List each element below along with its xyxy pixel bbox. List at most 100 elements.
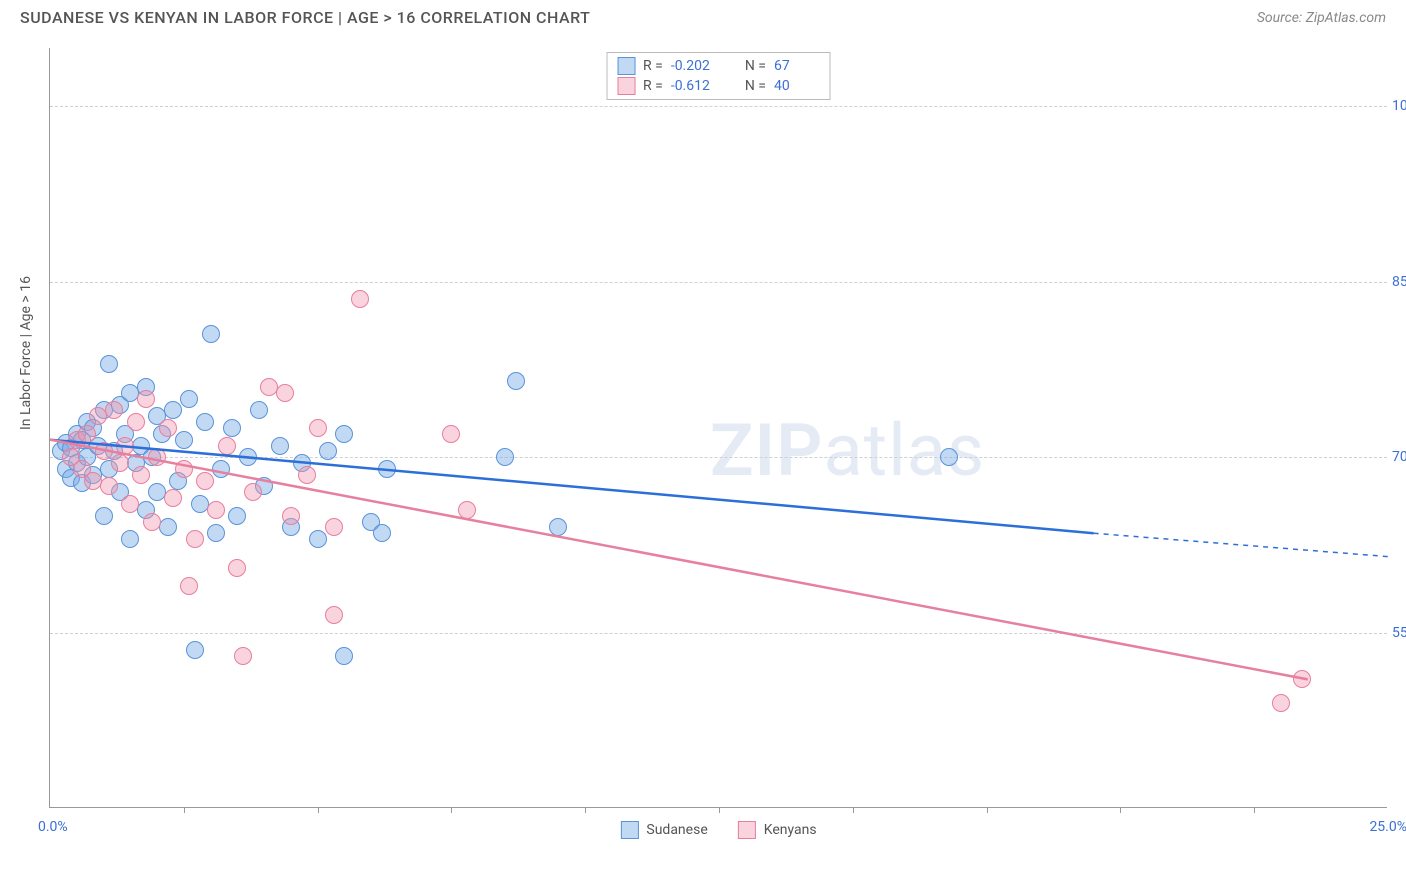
data-point bbox=[121, 530, 139, 548]
data-point bbox=[1272, 694, 1290, 712]
stat-n-value: 67 bbox=[774, 58, 820, 74]
data-point bbox=[442, 425, 460, 443]
gridline bbox=[50, 106, 1387, 107]
data-point bbox=[319, 442, 337, 460]
data-point bbox=[159, 518, 177, 536]
legend-item: Kenyans bbox=[738, 821, 817, 839]
data-point bbox=[234, 647, 252, 665]
data-point bbox=[180, 390, 198, 408]
data-point bbox=[202, 325, 220, 343]
y-tick-label: 100.0% bbox=[1392, 98, 1406, 114]
correlation-stats-box: R =-0.202N =67R =-0.612N =40 bbox=[606, 52, 831, 100]
data-point bbox=[196, 472, 214, 490]
data-point bbox=[271, 437, 289, 455]
data-point bbox=[207, 524, 225, 542]
data-point bbox=[116, 437, 134, 455]
data-point bbox=[507, 372, 525, 390]
stat-r-label: R = bbox=[643, 58, 663, 74]
y-tick-label: 70.0% bbox=[1392, 449, 1406, 465]
chart-plot-area: ZIPatlas R =-0.202N =67R =-0.612N =40 Su… bbox=[49, 48, 1387, 808]
data-point bbox=[496, 448, 514, 466]
stat-r-label: R = bbox=[643, 78, 663, 94]
data-point bbox=[164, 489, 182, 507]
data-point bbox=[309, 419, 327, 437]
x-tick bbox=[853, 807, 854, 813]
gridline bbox=[50, 633, 1387, 634]
data-point bbox=[228, 559, 246, 577]
legend-label: Sudanese bbox=[646, 822, 707, 838]
data-point bbox=[378, 460, 396, 478]
data-point bbox=[239, 448, 257, 466]
x-tick bbox=[585, 807, 586, 813]
data-point bbox=[111, 454, 129, 472]
y-tick-label: 55.0% bbox=[1392, 625, 1406, 641]
x-tick bbox=[451, 807, 452, 813]
x-tick bbox=[1120, 807, 1121, 813]
data-point bbox=[148, 448, 166, 466]
series-swatch bbox=[617, 77, 635, 95]
data-point bbox=[309, 530, 327, 548]
stat-n-label: N = bbox=[745, 58, 766, 74]
data-point bbox=[458, 501, 476, 519]
y-axis-label: In Labor Force | Age > 16 bbox=[18, 276, 34, 430]
x-min-label: 0.0% bbox=[38, 819, 68, 835]
data-point bbox=[250, 401, 268, 419]
data-point bbox=[95, 442, 113, 460]
data-point bbox=[132, 466, 150, 484]
data-point bbox=[175, 431, 193, 449]
data-point bbox=[143, 513, 161, 531]
y-tick-label: 85.0% bbox=[1392, 274, 1406, 290]
data-point bbox=[100, 477, 118, 495]
x-tick bbox=[987, 807, 988, 813]
data-point bbox=[282, 507, 300, 525]
data-point bbox=[244, 483, 262, 501]
x-tick bbox=[318, 807, 319, 813]
legend-swatch bbox=[738, 821, 756, 839]
data-point bbox=[78, 425, 96, 443]
data-point bbox=[940, 448, 958, 466]
data-point bbox=[196, 413, 214, 431]
data-point bbox=[164, 401, 182, 419]
x-tick bbox=[184, 807, 185, 813]
data-point bbox=[549, 518, 567, 536]
data-point bbox=[186, 530, 204, 548]
series-swatch bbox=[617, 57, 635, 75]
data-point bbox=[212, 460, 230, 478]
stat-n-label: N = bbox=[745, 78, 766, 94]
data-point bbox=[121, 495, 139, 513]
legend: Sudanese Kenyans bbox=[620, 821, 816, 839]
data-point bbox=[207, 501, 225, 519]
x-max-label: 25.0% bbox=[1369, 819, 1406, 835]
data-point bbox=[373, 524, 391, 542]
data-point bbox=[298, 466, 316, 484]
data-point bbox=[228, 507, 246, 525]
data-point bbox=[186, 641, 204, 659]
data-point bbox=[325, 518, 343, 536]
data-point bbox=[223, 419, 241, 437]
legend-item: Sudanese bbox=[620, 821, 707, 839]
data-point bbox=[100, 355, 118, 373]
data-point bbox=[180, 577, 198, 595]
stat-r-value: -0.202 bbox=[671, 58, 717, 74]
gridline bbox=[50, 282, 1387, 283]
data-point bbox=[95, 507, 113, 525]
data-point bbox=[335, 425, 353, 443]
x-tick bbox=[1254, 807, 1255, 813]
chart-title: SUDANESE VS KENYAN IN LABOR FORCE | AGE … bbox=[20, 8, 590, 27]
data-point bbox=[325, 606, 343, 624]
data-point bbox=[1293, 670, 1311, 688]
data-point bbox=[127, 413, 145, 431]
trend-lines bbox=[50, 48, 1387, 807]
data-point bbox=[276, 384, 294, 402]
x-tick bbox=[719, 807, 720, 813]
legend-label: Kenyans bbox=[764, 822, 817, 838]
data-point bbox=[351, 290, 369, 308]
data-point bbox=[105, 401, 123, 419]
source-label: Source: ZipAtlas.com bbox=[1257, 10, 1386, 26]
data-point bbox=[218, 437, 236, 455]
stats-row: R = -0.202 N = 67 bbox=[617, 57, 820, 75]
data-point bbox=[335, 647, 353, 665]
data-point bbox=[137, 390, 155, 408]
data-point bbox=[175, 460, 193, 478]
stat-n-value: 40 bbox=[774, 78, 820, 94]
